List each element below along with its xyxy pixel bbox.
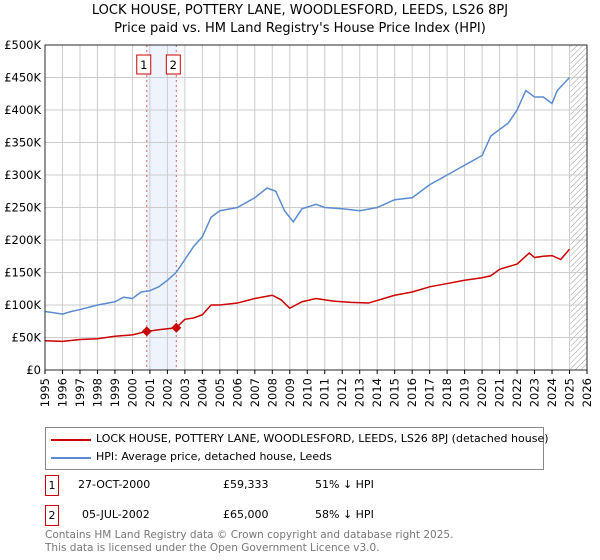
x-tick-label: 2019 [458,378,472,407]
y-tick-label: £250K [4,201,41,215]
x-tick-label: 2013 [353,378,367,407]
x-tick-label: 2003 [178,378,192,407]
legend-property: LOCK HOUSE, POTTERY LANE, WOODLESFORD, L… [96,432,549,445]
sale-point [171,322,182,333]
transaction-date: 27-OCT-2000 [78,478,151,491]
x-tick-label: 2007 [248,378,262,407]
x-tick-label: 2002 [160,378,174,407]
y-tick-label: £50K [12,331,42,345]
x-tick-label: 2014 [370,378,384,407]
x-tick-label: 2017 [423,378,437,407]
legend: LOCK HOUSE, POTTERY LANE, WOODLESFORD, L… [45,427,549,470]
y-tick-label: £100K [4,298,41,312]
transaction-row: 2 05-JUL-2002 £65,000 58% ↓ HPI [45,505,445,526]
x-tick-label: 1995 [38,378,52,407]
sale-label-box [136,54,152,75]
x-tick-label: 1997 [73,378,87,407]
x-tick-label: 2024 [545,378,559,407]
sale-label: 1 [140,58,147,72]
footer-line2: This data is licensed under the Open Gov… [45,542,380,554]
x-tick-label: 1998 [90,378,104,407]
x-tick-label: 2001 [143,378,157,407]
sale-label-box [165,54,181,75]
y-tick-label: £200K [4,233,41,247]
x-tick-label: 2021 [493,378,507,407]
x-tick-label: 2008 [265,378,279,407]
sale-point [141,326,152,337]
plot-frame [44,44,588,371]
series-line-hpi [44,76,571,315]
y-tick-label: £400K [4,103,41,117]
transaction-number: 1 [45,475,59,496]
x-tick-label: 2023 [528,378,542,407]
x-tick-label: 2011 [318,378,332,407]
series-line-property [44,248,571,343]
transaction-hpi: 51% ↓ HPI [315,478,374,491]
y-tick-label: £150K [4,266,41,280]
x-tick-label: 2005 [213,378,227,407]
y-tick-label: £300K [4,168,41,182]
x-tick-label: 1999 [108,378,122,407]
x-tick-label: 2022 [510,378,524,407]
chart-title: LOCK HOUSE, POTTERY LANE, WOODLESFORD, L… [91,3,509,18]
x-tick-label: 2015 [388,378,402,407]
x-tick-label: 2016 [405,378,419,407]
x-tick-label: 2026 [580,378,594,407]
price-chart: £0 £50K £100K £150K £200K £250K £300K £350K £400… [4,38,594,407]
x-tick-label: 1996 [55,378,69,407]
footer: Contains HM Land Registry data © Crown c… [45,529,453,555]
legend-hpi: HPI: Average price, detached house, Leed… [96,450,332,463]
transaction-price: £65,000 [223,508,269,521]
y-tick-label: £450K [4,71,41,85]
x-tick-label: 2004 [195,378,209,407]
transaction-row: 1 27-OCT-2000 £59,333 51% ↓ HPI [45,475,445,496]
footer-line1: Contains HM Land Registry data © Crown c… [45,529,454,541]
x-tick-label: 2000 [125,378,139,407]
x-tick-label: 2020 [475,378,489,407]
y-tick-label: £0 [26,363,41,377]
x-tick-label: 2009 [283,378,297,407]
legend-swatch-property [51,439,91,441]
x-tick-label: 2018 [440,378,454,407]
sale-label: 2 [170,58,177,72]
y-tick-label: £350K [4,136,41,150]
transaction-price: £59,333 [223,478,269,491]
x-tick-label: 2010 [300,378,314,407]
transaction-date: 05-JUL-2002 [82,508,150,521]
x-tick-label: 2012 [335,378,349,407]
transaction-number: 2 [45,505,59,526]
legend-swatch-hpi [51,457,91,459]
chart-subtitle: Price paid vs. HM Land Registry's House … [114,21,486,36]
transaction-hpi: 58% ↓ HPI [315,508,374,521]
y-tick-label: £500K [4,38,41,52]
x-tick-label: 2025 [563,378,577,407]
x-tick-label: 2006 [230,378,244,407]
